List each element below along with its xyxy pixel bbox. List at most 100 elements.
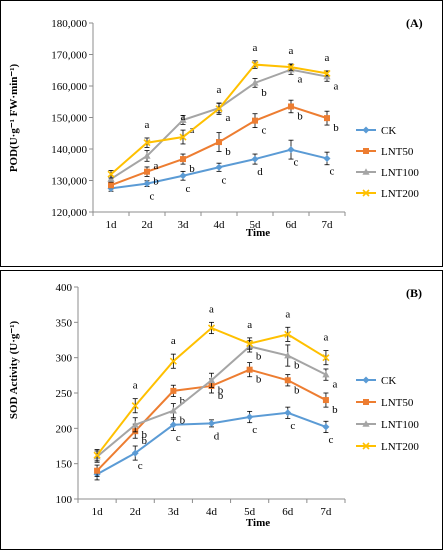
panel-b-legend-entry-ck: CK xyxy=(356,375,396,387)
panel-a-data-point xyxy=(180,156,186,163)
panel-a-y-tick-label: 120,000 xyxy=(51,207,87,219)
panel-b-data-point xyxy=(207,376,216,384)
panel-a-y-tick-label: 180,000 xyxy=(51,18,87,30)
panel-b-label: (B) xyxy=(406,286,422,300)
panel-b-legend-entry-lnt200: LNT200 xyxy=(356,441,419,453)
panel-a-legend-label: LNT100 xyxy=(381,167,419,179)
panel-a-significance-letter: b xyxy=(333,122,339,134)
panel-b-significance-letter: a xyxy=(285,308,290,320)
panel-b-data-point xyxy=(170,387,177,394)
panel-a: (A) Time POD(U·g⁻¹ FW·min⁻¹) 120,000 130,… xyxy=(8,16,423,239)
panel-b-x-tick-label: 1d xyxy=(92,506,104,518)
panel-b-legend-label: CK xyxy=(381,375,396,387)
panel-a-significance-letter: a xyxy=(253,42,258,54)
panel-a-legend-marker xyxy=(362,126,370,134)
panel-b-significance-letter: a xyxy=(247,319,252,331)
panel-a-significance-letter: a xyxy=(145,119,150,131)
panel-b-significance-letter: c xyxy=(328,434,333,446)
panel-a-significance-letter: a xyxy=(289,45,294,57)
panel-b-legend-marker xyxy=(362,420,370,427)
panel-a-significance-letter: c xyxy=(294,157,299,169)
panel-a-significance-letter: c xyxy=(186,183,191,195)
panel-a-frame xyxy=(0,0,443,267)
panel-a-significance-letter: b xyxy=(189,163,195,175)
panel-a-significance-letter: b xyxy=(297,110,303,122)
panel-b-data-point xyxy=(169,406,177,414)
panel-b-significance-letter: b xyxy=(180,415,186,427)
panel-b-frame xyxy=(0,270,443,550)
panel-b-x-tick-label: 4d xyxy=(206,506,218,518)
panel-b-significance-letter: a xyxy=(171,335,176,347)
panel-b-x-tick-label: 3d xyxy=(168,506,180,518)
panel-a-significance-letter: a xyxy=(217,84,222,96)
panel-a-legend-entry-lnt100: LNT100 xyxy=(356,167,419,179)
panel-b-y-tick-label: 300 xyxy=(56,353,73,365)
panel-a-x-axis-title: Time xyxy=(246,227,270,239)
panel-b-data-point xyxy=(246,339,254,348)
panel-b-significance-letter: a xyxy=(323,332,328,344)
panel-b-significance-letter: b xyxy=(256,374,262,386)
panel-a-data-point xyxy=(252,117,258,124)
panel-b-data-point xyxy=(131,402,139,410)
panel-b-legend-label: LNT100 xyxy=(381,419,419,431)
panel-a-data-point xyxy=(179,133,187,141)
panel-b-legend-label: LNT200 xyxy=(381,441,419,453)
panel-a-data-point xyxy=(107,175,115,182)
panel-a-data-point xyxy=(179,172,187,180)
panel-a-significance-letter: d xyxy=(257,166,263,178)
panel-b-legend-marker xyxy=(362,442,370,450)
panel-b-legend-label: LNT50 xyxy=(381,397,414,409)
panel-a-significance-letter: c xyxy=(330,165,335,177)
panel-a-x-tick-label: 2d xyxy=(142,219,154,231)
panel-a-y-tick-label: 150,000 xyxy=(51,113,87,125)
panel-b-significance-letter: b xyxy=(218,390,224,402)
panel-a-data-point xyxy=(323,154,331,162)
panel-a-significance-letter: c xyxy=(150,191,155,203)
panel-b-data-point xyxy=(208,419,215,427)
panel-b-significance-letter: a xyxy=(332,379,337,391)
panel-a-y-tick-label: 130,000 xyxy=(51,176,87,188)
panel-a-significance-letter: a xyxy=(334,81,339,93)
panel-a-data-point xyxy=(216,139,222,146)
panel-b-data-point xyxy=(284,377,291,384)
panel-b-significance-letter: b xyxy=(180,395,186,407)
panel-a-data-point xyxy=(323,69,331,77)
panel-b-y-tick-label: 200 xyxy=(56,423,73,435)
panel-b-y-tick-label: 150 xyxy=(56,459,73,471)
panel-a-data-point xyxy=(179,116,187,123)
panel-b-x-tick-label: 2d xyxy=(130,506,142,518)
panel-a-legend-marker xyxy=(363,148,369,154)
panel-b-data-point xyxy=(284,351,292,359)
panel-a-data-point xyxy=(215,105,223,113)
panel-a-data-point xyxy=(143,180,151,188)
panel-b-data-point xyxy=(322,370,330,378)
panel-b-legend-marker xyxy=(362,376,370,384)
panel-b-data-point xyxy=(131,421,139,428)
panel-a-data-point xyxy=(215,163,223,171)
panel-b-significance-letter: b xyxy=(218,384,224,396)
panel-b-y-tick-label: 400 xyxy=(56,282,73,294)
panel-a-data-point xyxy=(143,139,151,147)
panel-b-legend-marker xyxy=(363,399,369,405)
panel-a-legend-marker xyxy=(362,189,370,197)
panel-a-significance-letter: c xyxy=(262,125,267,137)
panel-a-significance-letter: a xyxy=(298,74,303,86)
panel-a-significance-letter: b xyxy=(261,87,267,99)
panel-b: (B) Time SOD Activity (U·g⁻¹) 100 150 200 2… xyxy=(8,282,422,529)
panel-a-significance-letter: a xyxy=(325,52,330,64)
panel-b-significance-letter: b xyxy=(141,435,147,447)
panel-b-data-point xyxy=(246,366,253,373)
panel-b-significance-letter: b xyxy=(294,384,300,396)
panel-a-data-point xyxy=(251,155,259,163)
panel-a-legend-label: LNT200 xyxy=(381,188,419,200)
panel-a-data-point xyxy=(324,115,330,122)
panel-b-x-axis-title: Time xyxy=(246,517,270,529)
panel-a-data-point xyxy=(287,63,295,71)
panel-b-data-point xyxy=(131,449,139,457)
panel-b-significance-letter: d xyxy=(214,430,220,442)
panel-b-data-point xyxy=(94,467,101,474)
panel-a-x-tick-label: 7d xyxy=(322,219,334,231)
panel-b-data-point xyxy=(93,451,101,459)
panel-a-data-point xyxy=(287,146,295,154)
